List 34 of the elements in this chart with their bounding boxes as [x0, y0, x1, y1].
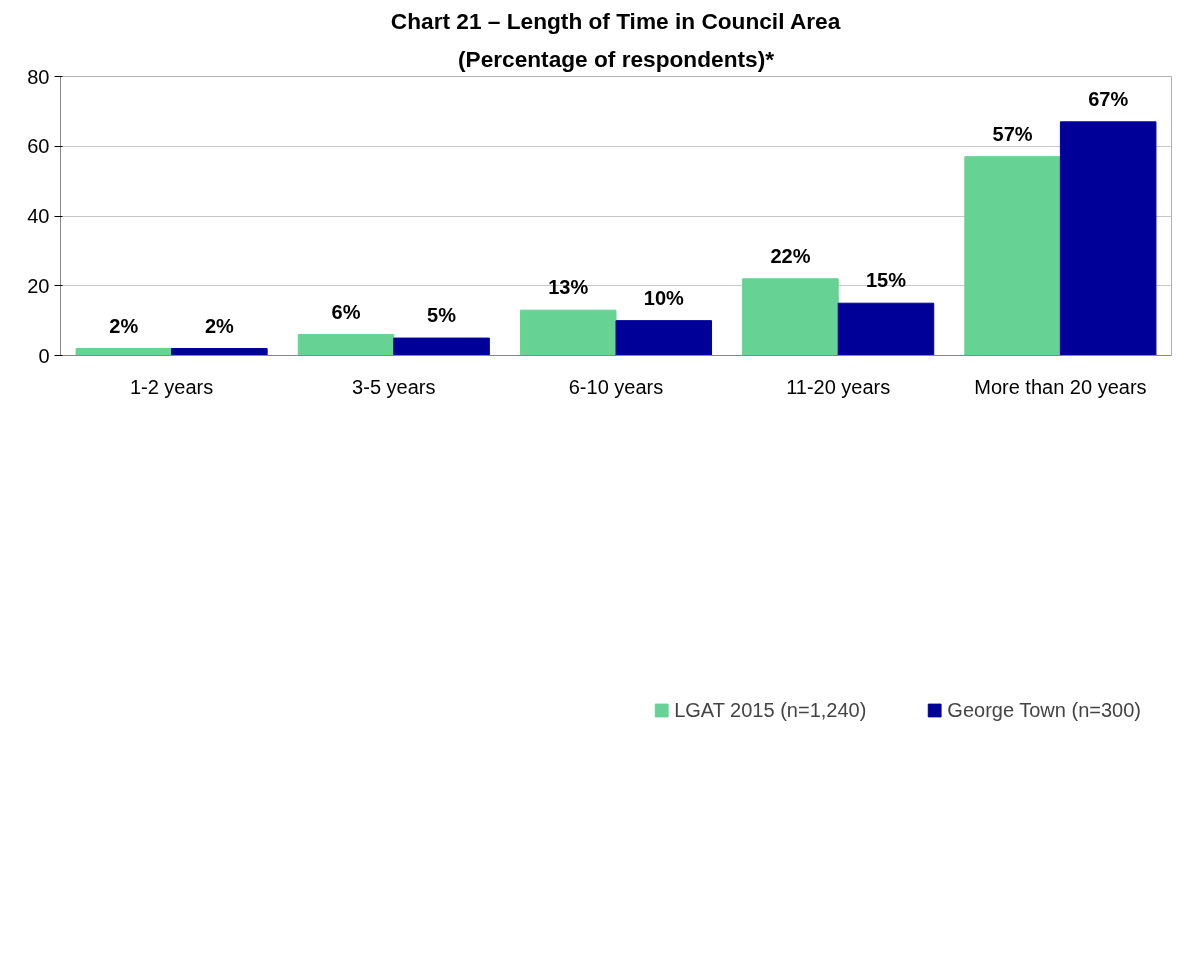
data-label: 22% — [770, 244, 811, 267]
bar — [964, 156, 1061, 356]
bar — [297, 334, 395, 356]
data-label: 15% — [865, 269, 907, 292]
legend-label: George Town (n=300) — [947, 698, 1141, 722]
bar — [1059, 121, 1157, 356]
data-label: 57% — [992, 122, 1033, 145]
x-tick-label: More than 20 years — [974, 375, 1147, 398]
bar — [742, 278, 839, 356]
bar — [75, 348, 173, 356]
data-label: 2% — [109, 314, 139, 337]
x-tick-label: 3-5 years — [352, 375, 436, 398]
y-tick-label: 0 — [38, 344, 50, 367]
data-label: 5% — [427, 304, 457, 327]
y-tick-label: 80 — [27, 65, 50, 88]
chart-title: Chart 21 – Length of Time in Council Area — [390, 7, 841, 34]
x-tick-label: 11-20 years — [786, 375, 891, 398]
y-tick-label: 40 — [27, 205, 50, 227]
y-tick-label: 20 — [27, 274, 50, 297]
y-tick-label: 60 — [27, 135, 50, 158]
x-tick-label: 6-10 years — [568, 375, 664, 398]
data-label: 67% — [1088, 87, 1129, 110]
bar — [519, 309, 617, 356]
bar — [837, 302, 935, 356]
bar — [393, 337, 490, 356]
bar — [171, 348, 268, 356]
chart-subtitle: (Percentage of respondents)* — [458, 45, 775, 72]
data-label: 13% — [548, 276, 589, 299]
x-tick-label: 1-2 years — [129, 375, 214, 398]
bar — [615, 320, 713, 356]
data-label: 6% — [331, 300, 361, 323]
legend-label: LGAT 2015 (n=1,240) — [674, 698, 867, 722]
data-label: 2% — [204, 314, 235, 337]
data-label: 10% — [643, 286, 684, 309]
